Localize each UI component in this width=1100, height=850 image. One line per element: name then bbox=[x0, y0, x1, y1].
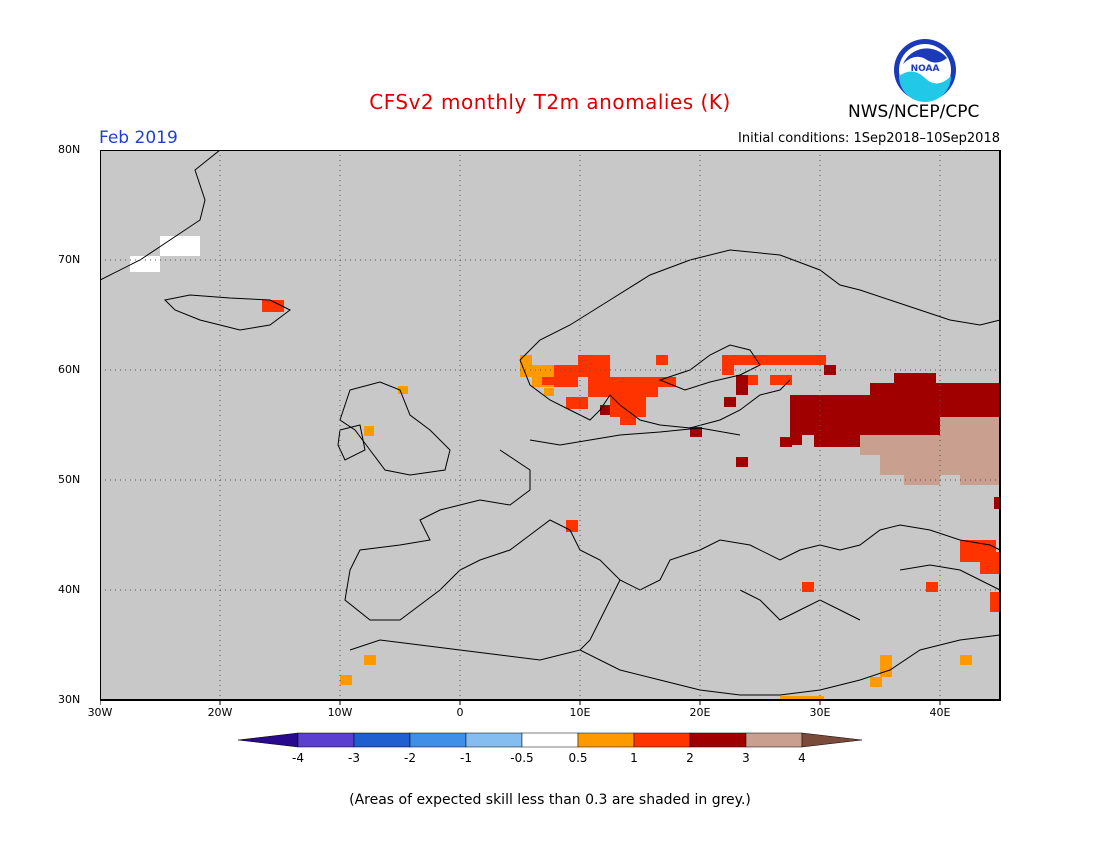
skill-footnote: (Areas of expected skill less than 0.3 a… bbox=[349, 792, 751, 808]
colorbar-label: 3 bbox=[742, 751, 750, 765]
colorbar-segment bbox=[745, 732, 803, 748]
colorbar-label: 0.5 bbox=[568, 751, 588, 765]
lon-label: 20E bbox=[689, 706, 711, 719]
colorbar-label: -0.5 bbox=[510, 751, 534, 765]
anomaly-cells bbox=[130, 236, 1000, 700]
svg-text:NOAA: NOAA bbox=[911, 64, 940, 74]
colorbar-arrow-low bbox=[238, 732, 299, 748]
lat-label: 70N bbox=[58, 253, 81, 266]
anomaly-map bbox=[100, 150, 1001, 705]
lon-label: 40E bbox=[929, 706, 951, 719]
colorbar-label: 1 bbox=[630, 751, 638, 765]
map-title: CFSv2 monthly T2m anomalies (K) bbox=[369, 90, 731, 114]
agency-label: NWS/NCEP/CPC bbox=[848, 102, 980, 122]
lat-label: 50N bbox=[58, 473, 81, 486]
colorbar-label: -4 bbox=[292, 751, 304, 765]
colorbar-segment bbox=[297, 732, 355, 748]
colorbar-label: -1 bbox=[460, 751, 472, 765]
colorbar-label: 2 bbox=[686, 751, 694, 765]
forecast-month: Feb 2019 bbox=[99, 128, 178, 148]
gridlines bbox=[100, 150, 1000, 700]
colorbar-segment bbox=[689, 732, 747, 748]
colorbar-segment bbox=[577, 732, 635, 748]
colorbar-segment bbox=[353, 732, 411, 748]
colorbar-label: -2 bbox=[404, 751, 416, 765]
noaa-logo: NOAA bbox=[894, 39, 956, 102]
lat-label: 40N bbox=[58, 583, 81, 596]
lon-label: 30W bbox=[87, 706, 113, 719]
tick-marks bbox=[100, 700, 941, 705]
lon-label: 30E bbox=[809, 706, 831, 719]
lon-label: 20W bbox=[207, 706, 233, 719]
lat-label: 80N bbox=[58, 143, 81, 156]
color-bar bbox=[238, 732, 863, 748]
lat-label: 30N bbox=[58, 693, 81, 706]
colorbar-arrow-high bbox=[801, 732, 863, 748]
lon-label: 0 bbox=[456, 706, 464, 719]
lon-label: 10E bbox=[569, 706, 591, 719]
colorbar-segment bbox=[465, 732, 523, 748]
lon-label: 10W bbox=[327, 706, 353, 719]
lat-label: 60N bbox=[58, 363, 81, 376]
coastlines bbox=[100, 150, 1001, 696]
colorbar-segment bbox=[633, 732, 691, 748]
colorbar-segment bbox=[409, 732, 467, 748]
colorbar-label: -3 bbox=[348, 751, 360, 765]
colorbar-label: 4 bbox=[798, 751, 806, 765]
map-frame bbox=[100, 150, 1001, 701]
initial-conditions: Initial conditions: 1Sep2018–10Sep2018 bbox=[738, 131, 1000, 146]
colorbar-segment bbox=[521, 732, 579, 748]
